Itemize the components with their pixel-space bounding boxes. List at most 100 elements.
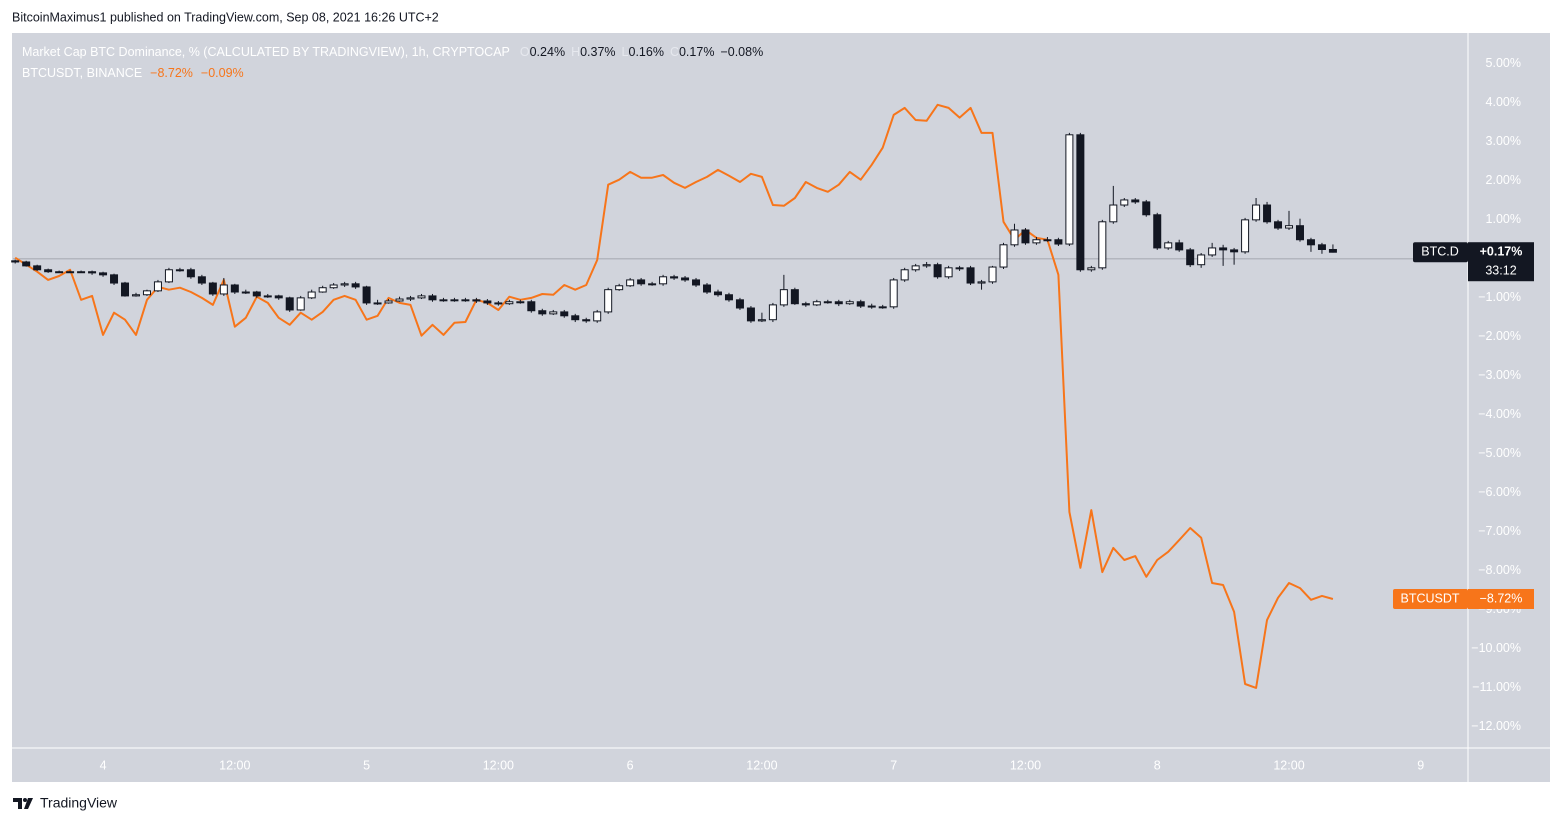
candle-body	[483, 300, 492, 304]
legend-line: BTCUSDT, BINANCE −8.72% −0.09%	[22, 66, 244, 80]
candle-body	[296, 297, 305, 311]
candle-body	[604, 289, 613, 313]
candle-body	[812, 301, 821, 306]
y-tick-label: −8.00%	[1478, 563, 1521, 577]
candle-body	[955, 267, 964, 270]
candle-body	[362, 286, 371, 304]
candle-body	[549, 311, 558, 315]
candle-body	[395, 298, 404, 302]
candle-body	[1054, 239, 1063, 245]
candle-body	[999, 244, 1008, 268]
x-tick-label: 12:00	[746, 758, 777, 772]
candle-body	[637, 279, 646, 285]
candle-body	[746, 307, 755, 322]
candle-body	[208, 282, 217, 295]
candle-body	[1241, 219, 1250, 253]
candle-body	[615, 285, 624, 291]
candle-body	[1032, 239, 1041, 244]
y-tick-label: −11.00%	[1472, 680, 1521, 694]
x-tick-label: 12:00	[483, 758, 514, 772]
candle-body	[681, 277, 690, 281]
candle-body	[735, 299, 744, 309]
candle-body	[713, 291, 722, 296]
candle-body	[1153, 214, 1162, 249]
candle-body	[1219, 247, 1228, 251]
candle-body	[1098, 221, 1107, 269]
x-tick-label: 12:00	[1010, 758, 1041, 772]
candle-body	[22, 261, 31, 267]
candle-body	[373, 302, 382, 305]
series-tag	[1393, 588, 1468, 609]
candle-body	[1043, 239, 1052, 242]
legend-key: O	[520, 45, 530, 59]
candle-body	[219, 284, 228, 295]
y-tick-label: −12.00%	[1471, 719, 1521, 733]
y-tick-label: −2.00%	[1478, 329, 1521, 343]
candle-body	[384, 300, 393, 304]
plot-area	[11, 103, 1337, 689]
legend-value: −0.09%	[201, 66, 244, 80]
candle-body	[516, 301, 525, 304]
legend-value: 0.16%	[629, 45, 664, 59]
candle-body	[1306, 239, 1315, 246]
price-line	[14, 103, 1334, 689]
candle-body	[966, 267, 975, 284]
candle-body	[1120, 199, 1129, 206]
legend-change: −0.08%	[720, 45, 763, 59]
candle-body	[285, 297, 294, 311]
candle-body	[1076, 134, 1085, 271]
price-tag-label: +0.17%	[1480, 245, 1523, 259]
candle-body	[1208, 247, 1217, 256]
candle-body	[153, 281, 162, 292]
candle-body	[77, 271, 86, 274]
candle-body	[834, 301, 843, 305]
candle-body	[1285, 225, 1294, 229]
candle-body	[66, 271, 75, 274]
y-tick-label: −5.00%	[1478, 446, 1521, 460]
candle-body	[703, 284, 712, 293]
price-tag-label: −8.72%	[1480, 591, 1523, 605]
candle-body	[99, 272, 108, 276]
candle-body	[823, 301, 832, 304]
x-tick-label: 4	[100, 758, 107, 772]
legend-key: C	[670, 45, 679, 59]
y-tick-label: 4.00%	[1486, 95, 1521, 109]
series-tag	[1413, 242, 1468, 263]
candle-body	[439, 299, 448, 302]
candle-body	[1186, 249, 1195, 266]
x-tick-label: 5	[363, 758, 370, 772]
candle-body	[428, 295, 437, 301]
y-tick-label: 3.00%	[1486, 134, 1521, 148]
candle-body	[582, 319, 591, 322]
candle-body	[648, 283, 657, 286]
candle-body	[44, 269, 53, 273]
legend-value: −8.72%	[150, 66, 193, 80]
candle-body	[417, 295, 426, 299]
candle-body	[944, 267, 953, 278]
candle-body	[1197, 254, 1206, 266]
y-tick-label: −1.00%	[1478, 290, 1521, 304]
candle-body	[1021, 229, 1030, 244]
candle-body	[1175, 242, 1184, 251]
candle-body	[472, 299, 481, 302]
candle-body	[164, 269, 173, 283]
candle-body	[351, 283, 360, 288]
candle-body	[1328, 248, 1337, 253]
candle-body	[911, 265, 920, 271]
candle-body	[131, 294, 140, 297]
price-tag	[1468, 588, 1534, 609]
price-tag	[1468, 242, 1534, 282]
candle-body	[11, 260, 20, 263]
x-tick-label: 12:00	[1273, 758, 1304, 772]
candle-body	[186, 269, 195, 278]
candle-body	[757, 319, 766, 322]
candle-body	[527, 301, 536, 312]
y-tick-label: −10.00%	[1471, 641, 1521, 655]
publish-header: BitcoinMaximus1 published on TradingView…	[12, 10, 439, 24]
candle-body	[845, 301, 854, 305]
candle-body	[889, 279, 898, 308]
candle-body	[505, 301, 514, 305]
candle-body	[900, 269, 909, 281]
